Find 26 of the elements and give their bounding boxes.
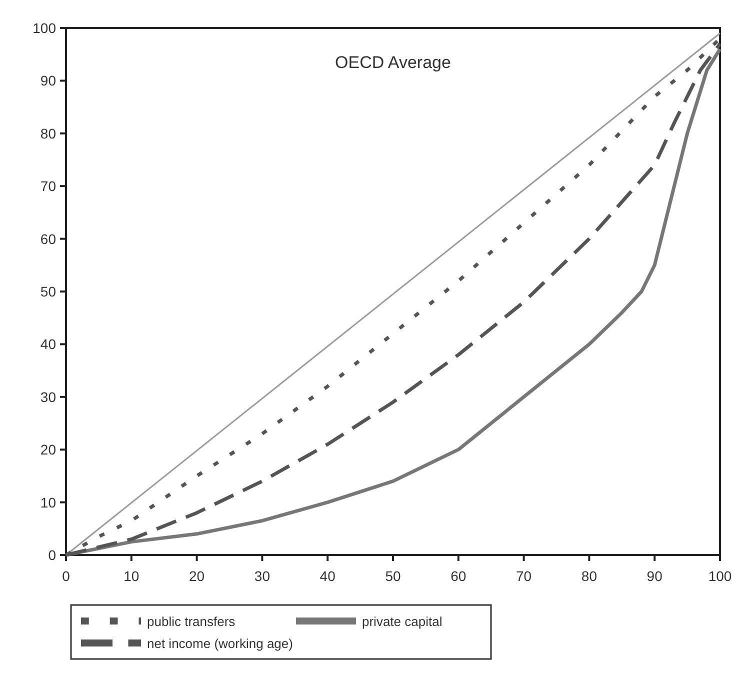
x-tick-label: 80 [581, 568, 598, 584]
x-tick-label: 70 [516, 568, 532, 584]
legend-label: net income (working age) [147, 636, 293, 651]
x-tick-label: 0 [62, 568, 70, 584]
x-tick-label: 100 [708, 568, 732, 584]
legend-label: public transfers [147, 614, 236, 629]
y-tick-label: 60 [40, 230, 56, 247]
y-tick-label: 80 [40, 125, 56, 142]
x-tick-label: 20 [189, 568, 205, 584]
legend-label: private capital [362, 614, 442, 629]
x-tick-label: 50 [385, 568, 401, 584]
y-tick-label: 100 [32, 20, 56, 36]
text: OECD Average [335, 53, 451, 72]
x-tick-label: 10 [124, 568, 140, 584]
x-tick-label: 60 [450, 568, 466, 584]
x-tick-label: 40 [320, 568, 336, 584]
x-tick-label: 90 [646, 568, 663, 584]
y-tick-label: 30 [40, 388, 56, 405]
y-tick-label: 0 [48, 547, 56, 563]
y-tick-label: 10 [40, 494, 56, 510]
y-tick-label: 50 [40, 284, 56, 300]
y-tick-label: 90 [40, 72, 56, 89]
y-tick-label: 20 [40, 442, 56, 458]
y-tick-label: 70 [40, 178, 56, 194]
x-tick-label: 30 [254, 568, 270, 584]
y-tick-label: 40 [40, 336, 56, 352]
